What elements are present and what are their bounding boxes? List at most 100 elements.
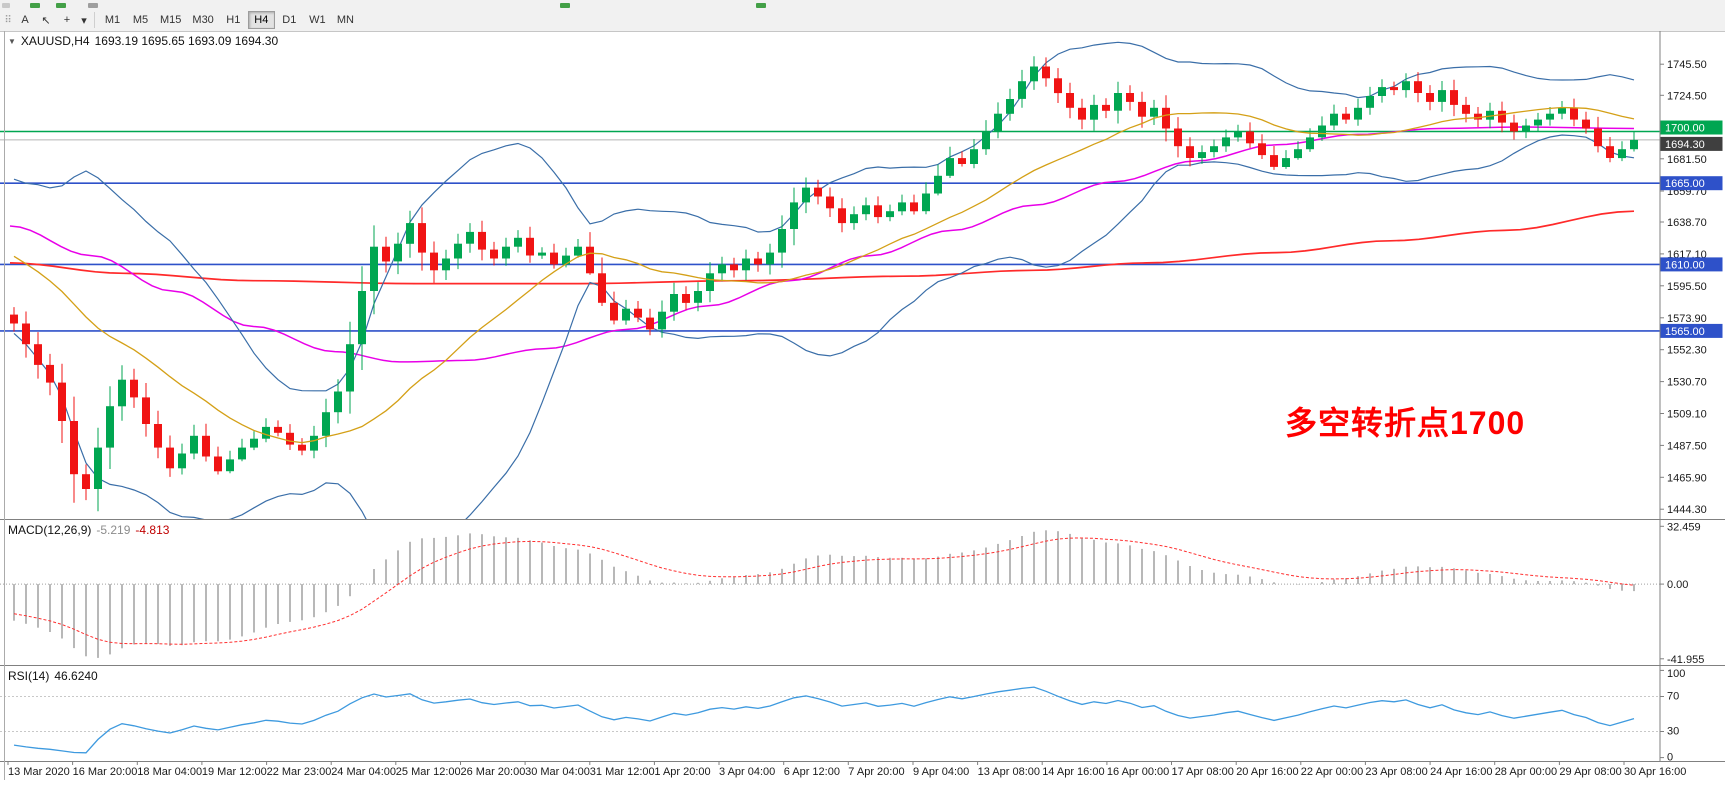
svg-text:13 Mar 2020: 13 Mar 2020 (8, 766, 70, 778)
timeframe-m1[interactable]: M1 (99, 11, 126, 29)
svg-text:9 Apr 04:00: 9 Apr 04:00 (913, 766, 969, 778)
svg-text:100: 100 (1667, 668, 1685, 680)
macd-name: MACD(12,26,9) (8, 523, 92, 537)
price-badge: 1610.00 (1660, 257, 1723, 272)
svg-text:28 Apr 00:00: 28 Apr 00:00 (1495, 766, 1557, 778)
svg-text:6 Apr 12:00: 6 Apr 12:00 (784, 766, 840, 778)
svg-text:20 Apr 16:00: 20 Apr 16:00 (1236, 766, 1298, 778)
svg-text:70: 70 (1667, 691, 1679, 703)
svg-text:1509.10: 1509.10 (1667, 409, 1707, 421)
svg-text:16 Mar 20:00: 16 Mar 20:00 (73, 766, 138, 778)
chart-left-border (4, 31, 5, 780)
macd-main-value: -5.219 (96, 523, 131, 537)
price-badge: 1565.00 (1660, 323, 1723, 338)
svg-text:1444.30: 1444.30 (1667, 504, 1707, 516)
svg-text:1724.50: 1724.50 (1667, 90, 1707, 102)
symbol-timeframe-label: XAUUSD,H4 (20, 34, 90, 48)
svg-text:30 Apr 16:00: 30 Apr 16:00 (1624, 766, 1686, 778)
price-badge: 1700.00 (1660, 120, 1723, 135)
svg-text:1681.50: 1681.50 (1667, 154, 1707, 166)
rsi-panel[interactable]: 100 70 30 0 (0, 666, 1725, 762)
macd-indicator-label: MACD(12,26,9) -5.219 -4.813 (8, 523, 169, 537)
macd-signal-line (13, 537, 1635, 645)
svg-text:1638.70: 1638.70 (1667, 217, 1707, 229)
svg-text:32.459: 32.459 (1667, 521, 1701, 533)
bollinger-upper (13, 41, 1635, 392)
rsi-name: RSI(14) (8, 669, 50, 683)
svg-text:7 Apr 20:00: 7 Apr 20:00 (848, 766, 904, 778)
svg-text:1552.30: 1552.30 (1667, 345, 1707, 357)
svg-text:13 Apr 08:00: 13 Apr 08:00 (978, 766, 1040, 778)
macd-signal-value: -4.813 (135, 523, 170, 537)
svg-text:1745.50: 1745.50 (1667, 59, 1707, 71)
timeframe-d1[interactable]: D1 (276, 11, 303, 29)
rsi-value: 46.6240 (54, 669, 98, 683)
svg-text:22 Mar 23:00: 22 Mar 23:00 (267, 766, 332, 778)
svg-text:0.00: 0.00 (1667, 579, 1688, 591)
clipped-grip-icon (2, 3, 10, 8)
rsi-line (13, 686, 1635, 754)
ohlc-values-label: 1693.19 1695.65 1693.09 1694.30 (94, 34, 279, 48)
svg-text:26 Mar 20:00: 26 Mar 20:00 (461, 766, 526, 778)
timeframe-m15[interactable]: M15 (155, 11, 186, 29)
bollinger-lower (13, 134, 1635, 520)
svg-text:16 Apr 00:00: 16 Apr 00:00 (1107, 766, 1169, 778)
svg-text:31 Mar 12:00: 31 Mar 12:00 (590, 766, 655, 778)
ma-red-line (9, 210, 1635, 285)
timeframe-w1[interactable]: W1 (304, 11, 331, 29)
svg-text:0: 0 (1667, 752, 1673, 762)
svg-text:1565.00: 1565.00 (1665, 326, 1705, 338)
svg-text:30 Mar 04:00: 30 Mar 04:00 (525, 766, 590, 778)
svg-text:1573.90: 1573.90 (1667, 313, 1707, 325)
svg-text:24 Mar 04:00: 24 Mar 04:00 (331, 766, 396, 778)
svg-text:1665.00: 1665.00 (1665, 178, 1705, 190)
chart-title: ▼ XAUUSD,H4 1693.19 1695.65 1693.09 1694… (8, 34, 278, 48)
candles[interactable] (10, 56, 1638, 512)
svg-text:19 Mar 12:00: 19 Mar 12:00 (202, 766, 267, 778)
svg-text:25 Mar 12:00: 25 Mar 12:00 (396, 766, 461, 778)
macd-panel[interactable]: 32.459 0.00 -41.955 (0, 520, 1725, 666)
svg-text:17 Apr 08:00: 17 Apr 08:00 (1172, 766, 1234, 778)
svg-text:-41.955: -41.955 (1667, 654, 1704, 666)
timeframe-h4[interactable]: H4 (247, 11, 275, 29)
cursor-tool[interactable]: ↖ (36, 11, 56, 29)
clipped-chart-icon (30, 3, 40, 8)
text-annotation-tool[interactable]: A (15, 11, 35, 29)
time-axis[interactable]: 13 Mar 2020 16 Mar 20:00 18 Mar 04:00 19 Ma… (0, 762, 1725, 780)
svg-text:1 Apr 20:00: 1 Apr 20:00 (654, 766, 710, 778)
ma-magenta-line (9, 126, 1635, 363)
price-axis-ticks: 1745.501724.501681.501659.701638.701617.… (1660, 59, 1707, 516)
rsi-scale-labels: 100 70 30 0 (1660, 668, 1685, 762)
annotation-text[interactable]: 多空转折点1700 (1285, 405, 1526, 441)
svg-text:22 Apr 00:00: 22 Apr 00:00 (1301, 766, 1363, 778)
svg-text:30: 30 (1667, 726, 1679, 738)
price-badge: 1665.00 (1660, 176, 1723, 191)
chart-menu-icon[interactable]: ▼ (8, 36, 16, 46)
svg-text:1465.90: 1465.90 (1667, 472, 1707, 484)
timeframe-h1[interactable]: H1 (220, 11, 247, 29)
svg-text:1595.50: 1595.50 (1667, 281, 1707, 293)
clipped-chart-icon (756, 3, 766, 8)
svg-text:14 Apr 16:00: 14 Apr 16:00 (1042, 766, 1104, 778)
chevron-down-icon[interactable]: ▾ (78, 11, 90, 29)
timeframe-mn[interactable]: MN (332, 11, 359, 29)
clipped-chart-icon (56, 3, 66, 8)
toolbar-separator (94, 12, 95, 28)
svg-text:1694.30: 1694.30 (1665, 139, 1705, 151)
svg-text:1700.00: 1700.00 (1665, 123, 1705, 135)
timeframe-m30[interactable]: M30 (187, 11, 218, 29)
clipped-chart-icon (560, 3, 570, 8)
toolbar: ⠿ A ↖ + ▾ M1 M5 M15 M30 H1 H4 D1 W1 MN (0, 9, 1725, 32)
price-badge: 1694.30 (1660, 136, 1723, 151)
clipped-tool-icon (88, 3, 98, 8)
svg-text:29 Apr 08:00: 29 Apr 08:00 (1559, 766, 1621, 778)
main-chart-panel[interactable]: 1745.501724.501681.501659.701638.701617.… (0, 31, 1725, 520)
timeframe-m5[interactable]: M5 (127, 11, 154, 29)
bollinger-mid (13, 106, 1635, 444)
crosshair-tool[interactable]: + (57, 11, 77, 29)
rsi-indicator-label: RSI(14) 46.6240 (8, 669, 98, 683)
svg-text:1487.50: 1487.50 (1667, 440, 1707, 452)
svg-text:24 Apr 16:00: 24 Apr 16:00 (1430, 766, 1492, 778)
svg-text:1530.70: 1530.70 (1667, 377, 1707, 389)
toolbar-grip[interactable]: ⠿ (4, 14, 12, 26)
